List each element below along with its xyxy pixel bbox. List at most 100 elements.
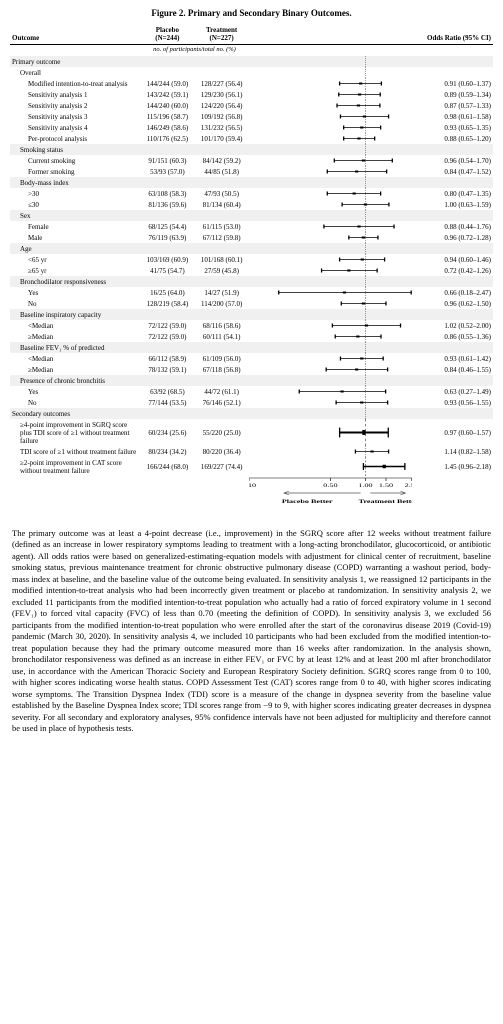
row-label: Bronchodilator responsiveness: [10, 276, 140, 287]
placebo-value: 115/196 (58.7): [140, 111, 194, 122]
row-label: Sensitivity analysis 2: [10, 100, 140, 111]
forest-cell: [249, 78, 412, 89]
row-label: Sex: [10, 210, 140, 221]
treatment-value: 84/142 (59.2): [195, 155, 249, 166]
data-row: Per-protocol analysis110/176 (62.5)101/1…: [10, 133, 493, 144]
ci-value: 1.02 (0.52–2.00): [412, 320, 493, 331]
data-row: Female68/125 (54.4)61/115 (53.0)0.88 (0.…: [10, 221, 493, 232]
ci-value: 0.80 (0.47–1.35): [412, 188, 493, 199]
row-label: Yes: [10, 386, 140, 397]
forest-cell: [249, 298, 412, 309]
svg-text:2.50: 2.50: [404, 483, 411, 488]
data-row: No77/144 (53.5)76/146 (52.1)0.93 (0.56–1…: [10, 397, 493, 408]
treatment-value: 47/93 (50.5): [195, 188, 249, 199]
row-label: TDI score of ≥1 without treatment failur…: [10, 446, 140, 457]
row-label: Male: [10, 232, 140, 243]
placebo-value: [140, 342, 194, 353]
row-label: ≤30: [10, 199, 140, 210]
treatment-value: [195, 342, 249, 353]
ci-value: [412, 144, 493, 155]
data-row: ≥65 yr41/75 (54.7)27/59 (45.8)0.72 (0.42…: [10, 265, 493, 276]
ci-value: 1.14 (0.82–1.58): [412, 446, 493, 457]
treatment-value: [195, 408, 249, 419]
data-row: <Median72/122 (59.0)68/116 (58.6)1.02 (0…: [10, 320, 493, 331]
svg-text:Placebo Better: Placebo Better: [282, 499, 333, 504]
placebo-value: [140, 56, 194, 67]
ci-value: 0.97 (0.60–1.57): [412, 419, 493, 446]
forest-cell: [249, 166, 412, 177]
ci-value: [412, 210, 493, 221]
data-row: Sensitivity analysis 4146/249 (58.6)131/…: [10, 122, 493, 133]
forest-cell: [249, 221, 412, 232]
data-row: ≥2-point improvement in CAT score withou…: [10, 457, 493, 476]
ci-value: 0.84 (0.46–1.55): [412, 364, 493, 375]
row-label: Baseline FEV₁ % of predicted: [10, 342, 140, 353]
treatment-value: [195, 276, 249, 287]
ci-value: [412, 276, 493, 287]
svg-text:Treatment Better: Treatment Better: [358, 499, 411, 504]
row-label: Yes: [10, 287, 140, 298]
placebo-value: 143/242 (59.1): [140, 89, 194, 100]
ci-value: 0.88 (0.65–1.20): [412, 133, 493, 144]
treatment-value: [195, 309, 249, 320]
treatment-value: [195, 243, 249, 254]
forest-cell: [249, 210, 412, 221]
row-label: <Median: [10, 320, 140, 331]
data-row: Current smoking91/151 (60.3)84/142 (59.2…: [10, 155, 493, 166]
ci-value: [412, 309, 493, 320]
treatment-value: [195, 210, 249, 221]
ci-value: 0.91 (0.60–1.37): [412, 78, 493, 89]
placebo-value: 41/75 (54.7): [140, 265, 194, 276]
treatment-value: 14/27 (51.9): [195, 287, 249, 298]
ci-value: 0.88 (0.44–1.76): [412, 221, 493, 232]
treatment-value: 68/116 (58.6): [195, 320, 249, 331]
placebo-value: 91/151 (60.3): [140, 155, 194, 166]
row-label: Former smoking: [10, 166, 140, 177]
data-row: Yes63/92 (68.5)44/72 (61.1)0.63 (0.27–1.…: [10, 386, 493, 397]
data-row: ≥4-point improvement in SGRQ score plus …: [10, 419, 493, 446]
section-row: Secondary outcomes: [10, 408, 493, 419]
data-row: <65 yr103/169 (60.9)101/168 (60.1)0.94 (…: [10, 254, 493, 265]
header-plot: [249, 24, 412, 45]
placebo-value: 63/108 (58.3): [140, 188, 194, 199]
row-label: Age: [10, 243, 140, 254]
row-label: Primary outcome: [10, 56, 140, 67]
section-row: Baseline FEV₁ % of predicted: [10, 342, 493, 353]
section-row: Baseline inspiratory capacity: [10, 309, 493, 320]
placebo-value: 60/234 (25.6): [140, 419, 194, 446]
treatment-value: [195, 375, 249, 386]
placebo-value: [140, 144, 194, 155]
treatment-value: 81/134 (60.4): [195, 199, 249, 210]
figure-title: Figure 2. Primary and Secondary Binary O…: [0, 0, 503, 24]
placebo-value: 144/240 (60.0): [140, 100, 194, 111]
data-row: No128/219 (58.4)114/200 (57.0)0.96 (0.62…: [10, 298, 493, 309]
header-treatment: Treatment (N=227): [195, 24, 249, 45]
section-row: Primary outcome: [10, 56, 493, 67]
forest-cell: [249, 199, 412, 210]
ci-value: [412, 243, 493, 254]
forest-cell: [249, 457, 412, 476]
placebo-value: [140, 67, 194, 78]
ci-value: [412, 408, 493, 419]
forest-cell: [249, 188, 412, 199]
placebo-value: [140, 375, 194, 386]
data-row: Sensitivity analysis 1143/242 (59.1)129/…: [10, 89, 493, 100]
placebo-value: 77/144 (53.5): [140, 397, 194, 408]
placebo-value: 110/176 (62.5): [140, 133, 194, 144]
treatment-value: [195, 177, 249, 188]
ci-value: [412, 375, 493, 386]
placebo-value: [140, 309, 194, 320]
treatment-value: 27/59 (45.8): [195, 265, 249, 276]
treatment-value: 109/192 (56.8): [195, 111, 249, 122]
treatment-value: 55/220 (25.0): [195, 419, 249, 446]
row-label: No: [10, 397, 140, 408]
row-label: ≥2-point improvement in CAT score withou…: [10, 457, 140, 476]
section-row: Age: [10, 243, 493, 254]
ci-value: 0.86 (0.55–1.36): [412, 331, 493, 342]
treatment-value: 44/72 (61.1): [195, 386, 249, 397]
data-row: ≤3081/136 (59.6)81/134 (60.4)1.00 (0.63–…: [10, 199, 493, 210]
ci-value: 1.00 (0.63–1.59): [412, 199, 493, 210]
data-row: Sensitivity analysis 2144/240 (60.0)124/…: [10, 100, 493, 111]
treatment-value: [195, 67, 249, 78]
treatment-value: 67/118 (56.8): [195, 364, 249, 375]
